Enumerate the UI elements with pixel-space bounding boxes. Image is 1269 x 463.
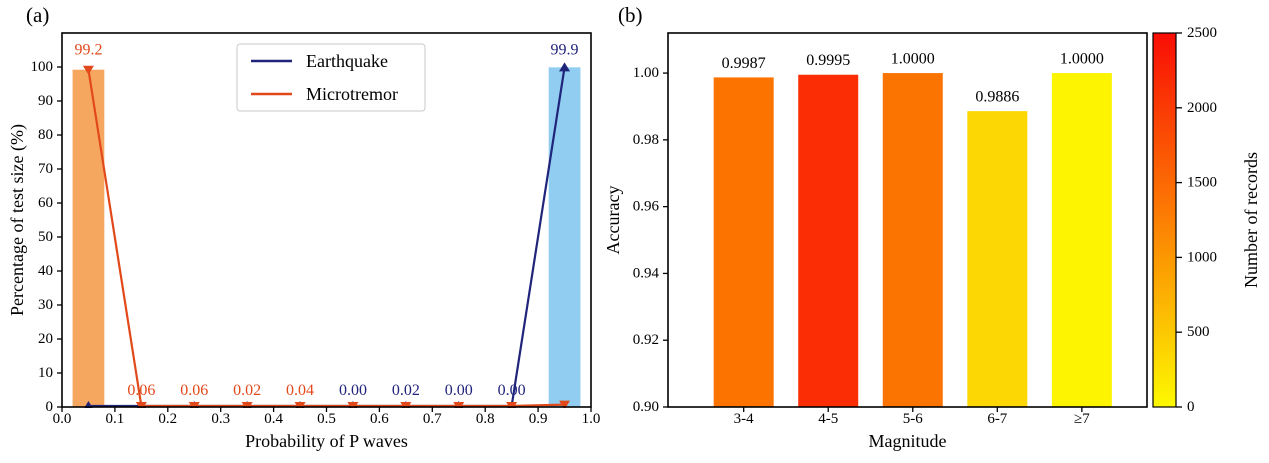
value-annotation: 0.06 <box>180 382 208 399</box>
bar-value-label: 1.0000 <box>1060 51 1104 68</box>
line-microtremor <box>87 69 565 408</box>
y-tick-label: 1.00 <box>633 65 659 81</box>
line-earthquake <box>88 67 566 408</box>
panel-a-tag: (a) <box>26 3 50 27</box>
y-tick-label: 100 <box>31 59 54 75</box>
y-tick-label: 0.96 <box>633 199 660 215</box>
colorbar-tick-label: 2500 <box>1187 25 1217 41</box>
x-tick-label: 0.3 <box>211 411 230 427</box>
value-annotation: 99.9 <box>551 42 579 59</box>
marker-microtremor <box>559 400 571 408</box>
colorbar-tick-label: 1000 <box>1187 249 1217 265</box>
x-axis-title: Probability of P waves <box>245 431 408 451</box>
y-tick-label: 70 <box>38 161 53 177</box>
panel-a-chart: 0.0 0.1 0.2 0.3 0.4 0.5 0.6 0.7 0.8 0.9 1.0 0 10 20 30… <box>7 32 601 451</box>
series-lines <box>82 62 571 408</box>
x-tick-label: ≥7 <box>1074 411 1090 427</box>
bar-microtremor <box>72 69 105 407</box>
y-tick-label: 0.92 <box>633 332 659 348</box>
x-tick-label: 6-7 <box>987 411 1007 427</box>
value-annotation: 0.02 <box>392 382 420 399</box>
x-tick-label: 4-5 <box>818 411 838 427</box>
x-tick-label: 0.8 <box>476 411 495 427</box>
value-annotation: 0.04 <box>286 382 314 399</box>
colorbar-title: Number of records <box>1241 152 1261 288</box>
value-annotation: 0.00 <box>339 382 367 399</box>
bar-earthquake <box>548 67 581 407</box>
accuracy-bar <box>882 73 943 408</box>
x-tick-label: 0.4 <box>264 411 283 427</box>
x-tick-label: 0.7 <box>423 411 442 427</box>
y-tick-label: 0.94 <box>633 265 660 281</box>
accuracy-bar <box>967 111 1028 407</box>
legend: Earthquake Microtremor <box>236 43 426 112</box>
panel-b-chart: 0.9987 0.9995 1.0000 0.9886 1.0000 0.90 0.92 0.… <box>603 25 1261 451</box>
x-tick-label: 3-4 <box>734 411 754 427</box>
value-annotation: 0.06 <box>127 382 155 399</box>
x-tick-label: 0.6 <box>370 411 389 427</box>
x-tick-label: 0.5 <box>317 411 336 427</box>
x-tick-label: 5-6 <box>903 411 923 427</box>
colorbar-tick-label: 0 <box>1187 399 1195 415</box>
legend-label: Microtremor <box>306 84 398 104</box>
value-annotation: 0.02 <box>233 382 261 399</box>
y-tick-label: 90 <box>38 93 53 109</box>
y-axis-title: Percentage of test size (%) <box>7 124 28 316</box>
y-tick-label: 30 <box>38 297 53 313</box>
y-tick-label: 60 <box>38 195 53 211</box>
y-tick-label: 40 <box>38 263 53 279</box>
y-tick-label: 10 <box>38 365 53 381</box>
x-tick-label: 0.0 <box>53 411 72 427</box>
y-tick-label: 80 <box>38 127 53 143</box>
colorbar-tick-label: 1500 <box>1187 175 1217 191</box>
x-axis-title: Magnitude <box>869 431 947 451</box>
x-tick-label: 1.0 <box>582 411 601 427</box>
colorbar <box>1152 32 1177 408</box>
y-tick-label: 0.90 <box>633 399 659 415</box>
colorbar-tick-label: 500 <box>1187 324 1210 340</box>
bar-value-label: 0.9995 <box>806 52 850 69</box>
value-annotation: 0.00 <box>498 382 526 399</box>
panel-b-tag: (b) <box>618 3 643 27</box>
x-tick-label: 0.1 <box>106 411 125 427</box>
bar-value-label: 1.0000 <box>891 51 935 68</box>
accuracy-bar <box>713 77 774 407</box>
x-tick-label: 0.9 <box>529 411 548 427</box>
value-annotation: 0.00 <box>445 382 473 399</box>
x-tick-label: 0.2 <box>158 411 177 427</box>
bar-value-label: 0.9886 <box>975 89 1019 106</box>
value-annotation: 99.2 <box>74 42 102 59</box>
accuracy-bar <box>798 74 859 407</box>
y-tick-label: 20 <box>38 331 53 347</box>
marker-earthquake <box>559 62 571 72</box>
bar-value-label: 0.9987 <box>722 55 766 72</box>
accuracy-bar <box>1051 73 1112 408</box>
colorbar-tick-label: 2000 <box>1187 100 1217 116</box>
marker-microtremor <box>82 65 94 75</box>
y-tick-label: 0.98 <box>633 132 659 148</box>
y-tick-label: 50 <box>38 229 53 245</box>
y-tick-label: 0 <box>46 399 54 415</box>
y-axis-title: Accuracy <box>603 186 623 255</box>
plot-b-border <box>667 32 1148 408</box>
legend-label: Earthquake <box>306 51 388 71</box>
